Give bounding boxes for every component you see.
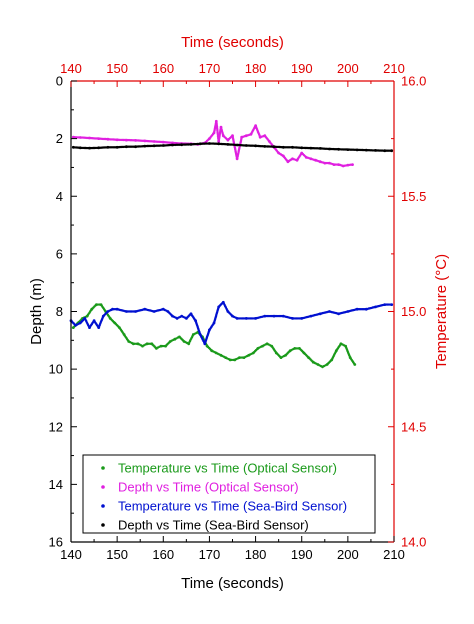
y-right-tick-label: 14.0 [401, 535, 426, 550]
legend-marker [101, 485, 105, 489]
x-top-tick-label: 190 [291, 61, 313, 76]
y-right-tick-label: 15.0 [401, 304, 426, 319]
series-layer [69, 119, 394, 369]
x-axis-bottom-title: Time (seconds) [181, 575, 284, 592]
x-axis-top-title: Time (seconds) [181, 34, 284, 51]
legend-entry-label: Temperature vs Time (Sea-Bird Sensor) [118, 499, 347, 514]
data-point [353, 363, 357, 366]
data-point [390, 303, 394, 306]
y-left-tick-label: 14 [49, 477, 63, 492]
x-top-tick-label: 170 [199, 61, 221, 76]
x-bottom-tick-label: 150 [106, 547, 128, 562]
data-point [351, 163, 354, 167]
x-bottom-tick-label: 200 [337, 547, 359, 562]
x-top-tick-label: 140 [60, 61, 82, 76]
series-4 [71, 142, 394, 153]
legend-entry-label: Depth vs Time (Optical Sensor) [118, 480, 299, 495]
x-bottom-tick-label: 140 [60, 547, 82, 562]
y-axis-right-title: Temperature (°C) [433, 254, 450, 369]
legend-marker [101, 523, 105, 527]
y-right-tick-label: 16.0 [401, 74, 426, 89]
legend-entry-label: Temperature vs Time (Optical Sensor) [118, 461, 337, 476]
x-bottom-tick-label: 190 [291, 547, 313, 562]
x-top-tick-label: 210 [383, 61, 405, 76]
y-left-tick-label: 12 [49, 419, 63, 434]
y-axis-left-title: Depth (m) [28, 278, 45, 345]
legend-box [82, 454, 376, 534]
x-bottom-tick-label: 180 [245, 547, 267, 562]
y-left-tick-label: 6 [56, 246, 63, 261]
y-left-tick-label: 4 [56, 189, 63, 204]
x-top-tick-label: 150 [106, 61, 128, 76]
x-bottom-tick-label: 210 [383, 547, 405, 562]
legend-marker [101, 466, 105, 470]
x-top-tick-label: 200 [337, 61, 359, 76]
x-bottom-tick-label: 170 [199, 547, 221, 562]
y-left-tick-label: 0 [56, 74, 63, 89]
y-left-tick-label: 2 [56, 131, 63, 146]
y-left-tick-label: 10 [49, 362, 63, 377]
x-top-tick-label: 160 [152, 61, 174, 76]
legend-marker [101, 504, 105, 508]
y-left-tick-label: 8 [56, 304, 63, 319]
x-top-tick-label: 180 [245, 61, 267, 76]
y-right-tick-label: 14.5 [401, 419, 426, 434]
y-left-tick-label: 16 [49, 535, 63, 550]
y-right-tick-label: 15.5 [401, 189, 426, 204]
x-bottom-tick-label: 160 [152, 547, 174, 562]
series-1 [71, 303, 357, 369]
legend-layer: Temperature vs Time (Optical Sensor) Dept… [82, 454, 376, 534]
legend-entry-label: Depth vs Time (Sea-Bird Sensor) [118, 518, 309, 533]
data-point [390, 149, 394, 153]
series-3 [69, 300, 394, 346]
